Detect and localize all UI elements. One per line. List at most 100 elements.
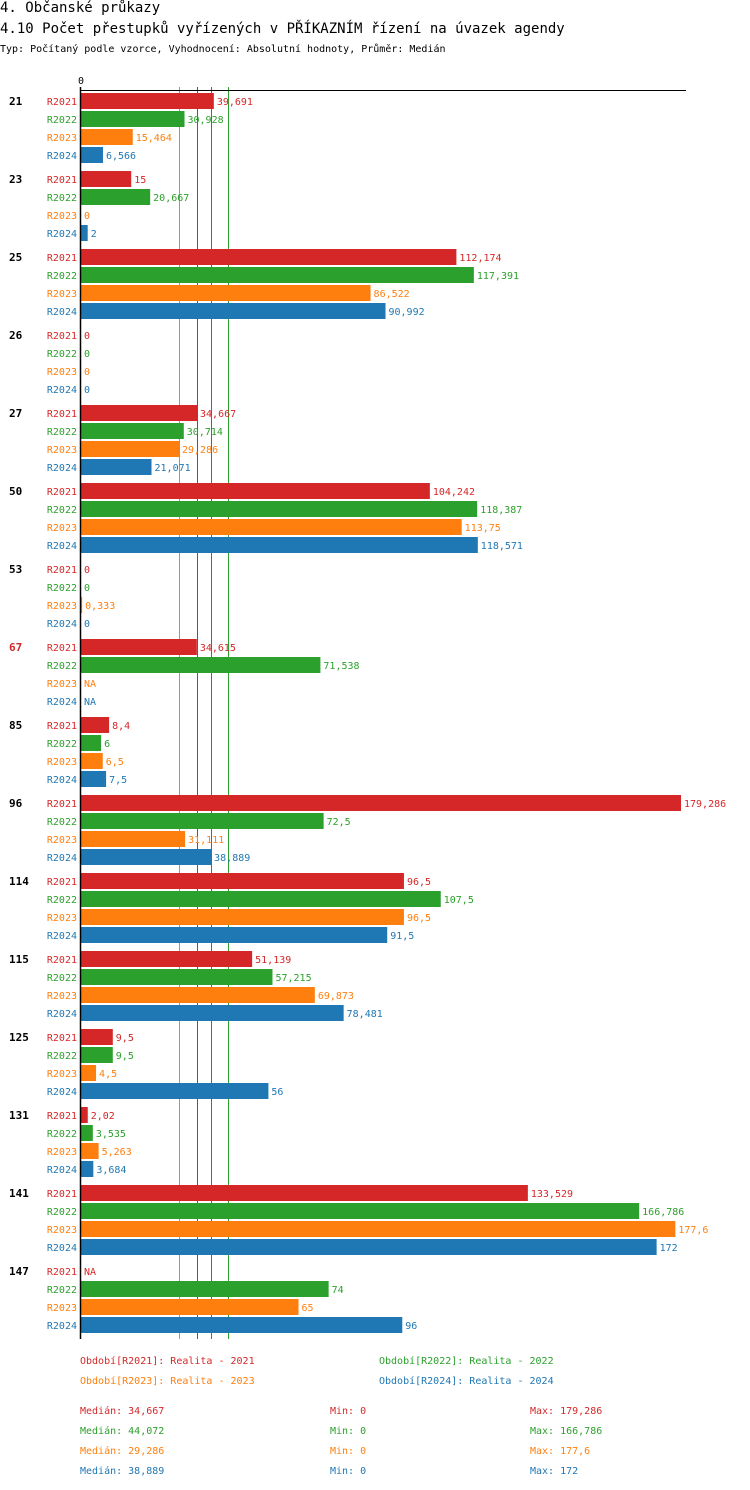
legend-item-r2021: Období[R2021]: Realita - 2021 bbox=[80, 1356, 255, 1367]
bar-125-r2022 bbox=[81, 1047, 113, 1063]
series-label-r2021: R2021 bbox=[47, 643, 77, 654]
value-label-25-r2022: 117,391 bbox=[477, 271, 519, 282]
value-label-27-r2024: 21,071 bbox=[155, 463, 191, 474]
series-label-r2023: R2023 bbox=[47, 913, 77, 924]
value-label-50-r2023: 113,75 bbox=[465, 523, 501, 534]
series-label-r2024: R2024 bbox=[47, 463, 77, 474]
stat-min-r2023: Min: 0 bbox=[330, 1446, 367, 1457]
bar-53-r2023 bbox=[81, 597, 83, 613]
series-label-r2024: R2024 bbox=[47, 1009, 77, 1020]
bar-131-r2024 bbox=[81, 1161, 94, 1177]
value-label-114-r2023: 96,5 bbox=[407, 913, 431, 924]
stat-median-r2024: Medián: 38,889 bbox=[80, 1466, 165, 1477]
value-label-85-r2022: 6 bbox=[104, 739, 110, 750]
category-label-125: 125 bbox=[9, 1031, 29, 1044]
chart-title: 4.10 Počet přestupků vyřízených v PŘÍKAZ… bbox=[0, 21, 565, 37]
category-label-147: 147 bbox=[9, 1265, 29, 1278]
legend-item-r2022: Období[R2022]: Realita - 2022 bbox=[379, 1356, 554, 1367]
value-label-141-r2022: 166,786 bbox=[642, 1207, 684, 1218]
value-label-115-r2024: 78,481 bbox=[347, 1009, 383, 1020]
series-label-r2022: R2022 bbox=[47, 1129, 77, 1140]
bar-131-r2023 bbox=[81, 1143, 99, 1159]
value-label-21-r2023: 15,464 bbox=[136, 133, 172, 144]
value-label-114-r2021: 96,5 bbox=[407, 877, 431, 888]
value-label-141-r2023: 177,6 bbox=[678, 1225, 708, 1236]
axis-zero-label: 0 bbox=[78, 76, 84, 87]
bar-25-r2022 bbox=[81, 267, 474, 283]
series-label-r2022: R2022 bbox=[47, 427, 77, 438]
value-label-131-r2021: 2,02 bbox=[91, 1111, 115, 1122]
series-label-r2023: R2023 bbox=[47, 1069, 77, 1080]
bar-21-r2023 bbox=[81, 129, 133, 145]
bar-27-r2022 bbox=[81, 423, 184, 439]
stat-min-r2022: Min: 0 bbox=[330, 1426, 367, 1437]
value-label-25-r2024: 90,992 bbox=[389, 307, 425, 318]
value-label-85-r2024: 7,5 bbox=[109, 775, 127, 786]
series-label-r2024: R2024 bbox=[47, 307, 77, 318]
series-label-r2021: R2021 bbox=[47, 487, 77, 498]
bar-27-r2024 bbox=[81, 459, 152, 475]
series-label-r2023: R2023 bbox=[47, 523, 77, 534]
series-label-r2022: R2022 bbox=[47, 1207, 77, 1218]
bar-67-r2022 bbox=[81, 657, 321, 673]
category-label-141: 141 bbox=[9, 1187, 29, 1200]
bar-85-r2023 bbox=[81, 753, 103, 769]
series-label-r2021: R2021 bbox=[47, 175, 77, 186]
category-label-115: 115 bbox=[9, 953, 29, 966]
series-label-r2022: R2022 bbox=[47, 1051, 77, 1062]
value-label-21-r2021: 39,691 bbox=[217, 97, 253, 108]
value-label-26-r2024: 0 bbox=[84, 385, 90, 396]
bar-131-r2022 bbox=[81, 1125, 93, 1141]
series-label-r2021: R2021 bbox=[47, 253, 77, 264]
value-label-96-r2022: 72,5 bbox=[327, 817, 351, 828]
value-label-114-r2024: 91,5 bbox=[390, 931, 414, 942]
series-label-r2021: R2021 bbox=[47, 799, 77, 810]
bar-114-r2021 bbox=[81, 873, 404, 889]
value-label-115-r2023: 69,873 bbox=[318, 991, 354, 1002]
category-label-67: 67 bbox=[9, 641, 22, 654]
bar-21-r2024 bbox=[81, 147, 103, 163]
stat-max-r2022: Max: 166,786 bbox=[530, 1426, 603, 1437]
stat-max-r2021: Max: 179,286 bbox=[530, 1406, 603, 1417]
series-label-r2024: R2024 bbox=[47, 1321, 77, 1332]
series-label-r2024: R2024 bbox=[47, 151, 77, 162]
series-label-r2024: R2024 bbox=[47, 1087, 77, 1098]
category-label-53: 53 bbox=[9, 563, 22, 576]
value-label-96-r2021: 179,286 bbox=[684, 799, 726, 810]
series-label-r2021: R2021 bbox=[47, 955, 77, 966]
value-label-115-r2021: 51,139 bbox=[255, 955, 291, 966]
value-label-67-r2024: NA bbox=[84, 697, 96, 708]
value-label-131-r2023: 5,263 bbox=[102, 1147, 132, 1158]
series-label-r2023: R2023 bbox=[47, 133, 77, 144]
value-label-147-r2024: 96 bbox=[405, 1321, 417, 1332]
value-label-67-r2023: NA bbox=[84, 679, 96, 690]
bar-chart: 0 21 R2021 39,691 R2022 30,928 R2023 15,464 R202… bbox=[9, 76, 726, 1339]
value-label-125-r2023: 4,5 bbox=[99, 1069, 117, 1080]
series-label-r2024: R2024 bbox=[47, 1165, 77, 1176]
legend-item-r2024: Období[R2024]: Realita - 2024 bbox=[379, 1376, 554, 1387]
category-label-131: 131 bbox=[9, 1109, 29, 1122]
series-label-r2022: R2022 bbox=[47, 1285, 77, 1296]
bar-147-r2023 bbox=[81, 1299, 299, 1315]
series-label-r2022: R2022 bbox=[47, 895, 77, 906]
chart-subtitle: Typ: Počítaný podle vzorce, Vyhodnocení:… bbox=[0, 44, 446, 55]
bar-96-r2024 bbox=[81, 849, 212, 865]
bar-115-r2024 bbox=[81, 1005, 344, 1021]
value-label-53-r2021: 0 bbox=[84, 565, 90, 576]
series-label-r2024: R2024 bbox=[47, 541, 77, 552]
series-label-r2022: R2022 bbox=[47, 115, 77, 126]
bar-25-r2021 bbox=[81, 249, 457, 265]
bar-141-r2022 bbox=[81, 1203, 640, 1219]
bar-114-r2024 bbox=[81, 927, 388, 943]
chart-section-title: 4. Občanské průkazy bbox=[0, 0, 161, 16]
series-label-r2022: R2022 bbox=[47, 271, 77, 282]
category-label-27: 27 bbox=[9, 407, 22, 420]
series-label-r2023: R2023 bbox=[47, 835, 77, 846]
category-label-21: 21 bbox=[9, 95, 23, 108]
value-label-23-r2023: 0 bbox=[84, 211, 90, 222]
value-label-27-r2023: 29,286 bbox=[182, 445, 218, 456]
bar-147-r2022 bbox=[81, 1281, 329, 1297]
bar-115-r2021 bbox=[81, 951, 253, 967]
value-label-53-r2024: 0 bbox=[84, 619, 90, 630]
value-label-114-r2022: 107,5 bbox=[444, 895, 474, 906]
